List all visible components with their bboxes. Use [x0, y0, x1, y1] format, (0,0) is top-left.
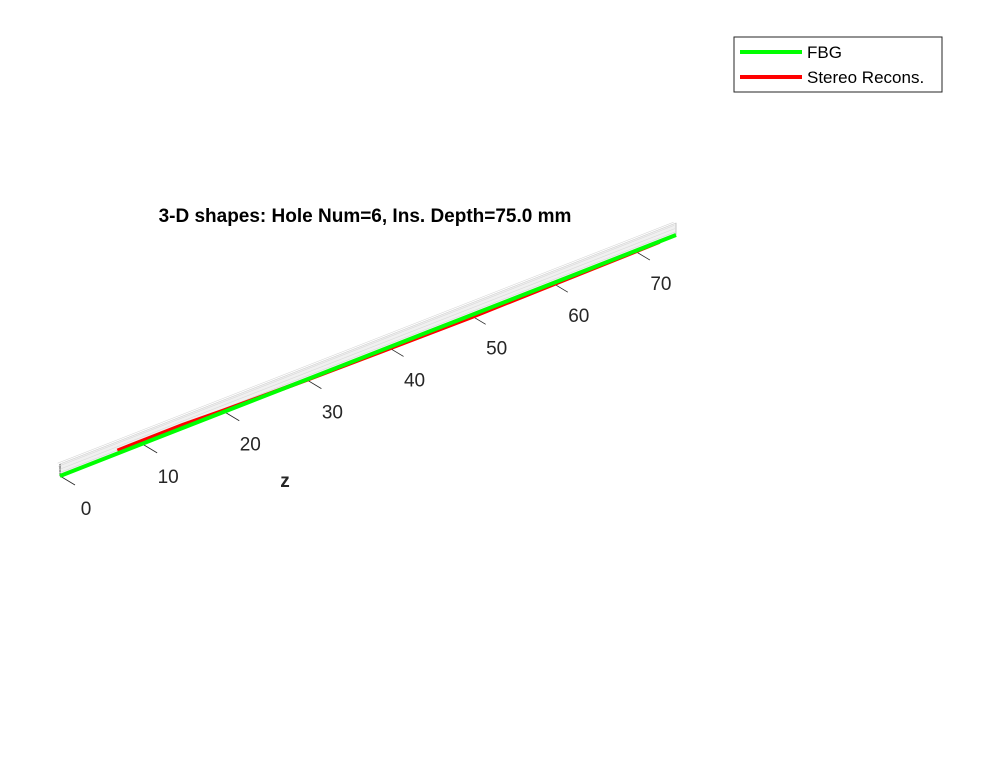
series-layer — [59, 233, 677, 478]
z-tick-label: 50 — [486, 338, 507, 359]
z-tick — [59, 475, 76, 486]
z-tick — [141, 443, 158, 454]
z-tick — [224, 411, 240, 422]
chart-title: 3-D shapes: Hole Num=6, Ins. Depth=75.0 … — [159, 206, 572, 227]
legend: FBG Stereo Recons. — [733, 36, 943, 93]
z-axis-ticks: 0 10 20 30 40 50 60 70 — [59, 250, 672, 520]
z-tick-label: 20 — [240, 435, 261, 456]
z-tick-label: 70 — [650, 274, 671, 295]
legend-box — [733, 36, 943, 93]
legend-label-fbg: FBG — [807, 43, 842, 62]
legend-label-stereo-recons: Stereo Recons. — [807, 68, 924, 87]
z-tick-label: 10 — [158, 467, 179, 488]
grid-line — [58, 228, 675, 470]
z-tick-label: 60 — [568, 306, 589, 327]
grid-line — [57, 221, 674, 464]
grid-line — [58, 225, 675, 467]
series-line-fbg — [59, 233, 677, 478]
z-tick-label: 40 — [404, 370, 425, 391]
z-axis-label: z — [280, 471, 290, 492]
z-tick-label: 0 — [81, 499, 92, 520]
z-tick-label: 30 — [322, 403, 343, 424]
